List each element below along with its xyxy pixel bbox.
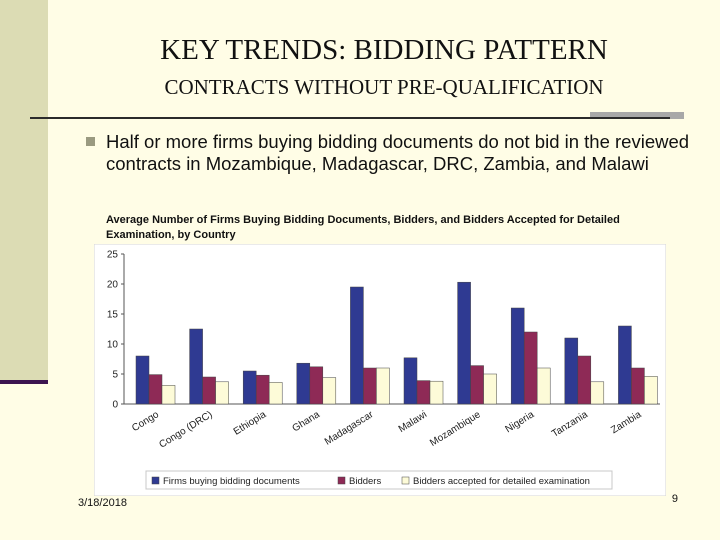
bar-1-7 [523, 331, 538, 405]
bar-2-6 [483, 373, 497, 405]
bar-1-0 [148, 374, 163, 405]
legend-label-2: Bidders accepted for detailed examinatio… [413, 476, 590, 487]
bar-1-6 [470, 365, 484, 405]
bar-1-5 [416, 380, 431, 405]
bar-2-0 [161, 385, 176, 405]
legend-swatch-1 [337, 476, 346, 485]
legend-label-1: Bidders [349, 476, 381, 487]
bar-2-9 [644, 376, 658, 405]
legend-swatch-2 [401, 476, 410, 485]
bar-2-1 [215, 381, 229, 405]
title-rule-shadow [590, 112, 684, 119]
bar-0-4 [350, 286, 364, 405]
y-tick-label: 0 [112, 400, 118, 411]
bar-0-1 [189, 328, 203, 405]
slide-subtitle: CONTRACTS WITHOUT PRE-QUALIFICATION [164, 75, 604, 99]
left-accent-line [0, 380, 48, 384]
legend: Firms buying bidding documents Bidders Bid… [145, 470, 613, 490]
legend-swatch-0 [151, 476, 160, 485]
bullet-text: Half or more firms buying bidding docume… [106, 131, 690, 174]
bar-0-7 [510, 307, 525, 405]
bar-1-8 [577, 355, 592, 405]
bar-0-8 [564, 337, 579, 405]
legend-label-0: Firms buying bidding documents [163, 476, 300, 487]
bullet-square-icon [86, 137, 95, 146]
bar-0-6 [457, 281, 471, 405]
page-number: 9 [671, 493, 678, 505]
left-accent-band [0, 0, 48, 383]
bar-0-0 [135, 355, 150, 405]
bar-2-3 [322, 377, 337, 405]
bar-2-8 [590, 381, 605, 405]
bar-0-3 [296, 362, 311, 405]
slide-title: KEY TRENDS: BIDDING PATTERN [160, 34, 608, 66]
bar-1-4 [363, 367, 377, 405]
footer-date: 3/18/2018 [78, 497, 127, 509]
bar-1-9 [631, 367, 645, 405]
y-tick-label: 15 [107, 310, 119, 321]
bar-2-5 [429, 380, 444, 405]
bars [135, 281, 658, 405]
bar-0-5 [403, 357, 418, 405]
legend-box [145, 470, 613, 490]
bar-2-7 [536, 367, 551, 405]
y-tick-label: 5 [112, 370, 118, 381]
bar-0-2 [242, 370, 257, 405]
y-tick-label: 20 [107, 280, 119, 291]
bar-2-4 [376, 367, 390, 405]
y-tick-label: 10 [107, 340, 119, 351]
bar-1-2 [255, 374, 270, 405]
bar-1-1 [202, 376, 216, 405]
title-rule [30, 117, 670, 119]
bar-0-9 [618, 325, 632, 405]
bar-1-3 [309, 366, 324, 405]
chart-title: Average Number of Firms Buying Bidding D… [106, 214, 620, 241]
bar-2-2 [268, 382, 283, 405]
y-tick-label: 25 [107, 250, 119, 261]
